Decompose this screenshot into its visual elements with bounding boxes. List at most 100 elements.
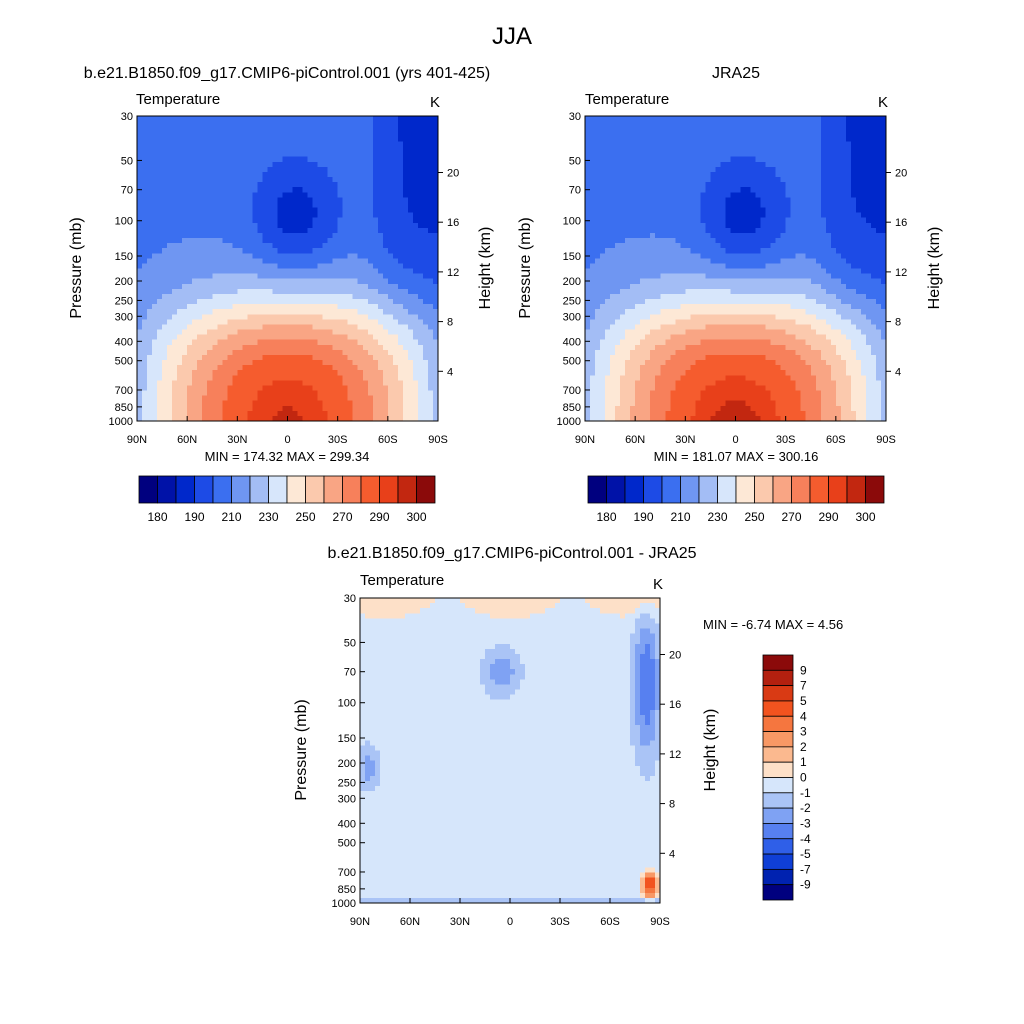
colorbar-label: 3 [800,725,807,739]
y-tick-label: 500 [115,356,133,368]
colorbar-swatch [762,685,794,702]
colorbar-label: -2 [800,801,811,815]
colorbar-label: 7 [800,679,807,693]
y-tick-label: 500 [338,838,356,850]
y-tick-label: 850 [338,884,356,896]
x-tick-label: 0 [284,434,290,446]
colorbar-swatch [212,475,232,504]
stats-text: MIN = 174.32 MAX = 299.34 [205,449,370,464]
colorbar-label: 230 [258,510,278,524]
x-tick-label: 90S [650,916,670,928]
panel-title: JRA25 [712,65,760,82]
colorbar-label: 270 [332,510,352,524]
colorbar-label: -9 [800,878,811,892]
panel-title: b.e21.B1850.f09_g17.CMIP6-piControl.001 … [327,545,696,562]
y-right-tick-label: 20 [669,649,681,661]
y-right-tick-label: 4 [447,366,453,378]
colorbar: 9 754 321 0-1-2-3 -4-5-7 -9 [762,654,811,901]
colorbar-label: 9 [800,663,807,677]
y-tick-label: 300 [338,793,356,805]
y-tick-label: 200 [563,276,581,288]
colorbar-swatch [846,475,866,504]
colorbar-label: 4 [800,709,807,723]
y-tick-label: 200 [338,758,356,770]
x-tick-label: 30N [675,434,695,446]
colorbar-swatch [762,807,794,824]
y-right-tick-label: 4 [895,366,901,378]
colorbar-label: 180 [596,510,616,524]
x-tick-label: 30S [550,916,570,928]
y-tick-label: 150 [338,733,356,745]
colorbar-label: -4 [800,832,811,846]
y-tick-label: 70 [344,667,356,679]
colorbar-label: -5 [800,847,811,861]
y-tick-label: 30 [344,593,356,605]
panel-difference: b.e21.B1850.f09_g17.CMIP6-piControl.001 … [293,545,843,928]
y-tick-label: 300 [115,311,133,323]
y-tick-label: 250 [338,777,356,789]
colorbar-swatch [762,731,794,748]
colorbar-label: 270 [781,510,801,524]
ylabel-right: Height (km) [477,227,494,310]
colorbar-swatch [791,475,811,504]
colorbar-label: 190 [633,510,653,524]
colorbar-label: -3 [800,816,811,830]
page-title: JJA [492,23,532,50]
colorbar-swatch [342,475,362,504]
colorbar-swatch [762,669,794,687]
y-tick-label: 30 [121,111,133,123]
colorbar-label: 190 [184,510,204,524]
y-tick-label: 250 [563,295,581,307]
colorbar-swatch [735,475,755,504]
colorbar-swatch [268,475,288,504]
colorbar-swatch [175,475,195,504]
colorbar-swatch [754,475,774,504]
y-right-tick-label: 12 [447,267,459,279]
colorbar-label: 5 [800,694,807,708]
colorbar-swatch [762,761,794,778]
y-tick-label: 200 [115,276,133,288]
colorbar-label: 250 [295,510,315,524]
y-right-tick-label: 12 [895,267,907,279]
x-tick-label: 0 [507,916,513,928]
y-right-tick-label: 12 [669,749,681,761]
colorbar-swatch [762,777,794,794]
y-right-tick-label: 20 [447,167,459,179]
colorbar-swatch [762,868,794,886]
plot-area: 30 50 70 100 150 200 250 300 400 500 700 850 1000 20 1… [332,593,682,928]
colorbar-swatch [698,475,718,504]
colorbar-swatch [643,475,663,504]
colorbar-swatch [157,475,177,504]
colorbar-label: 1 [800,755,807,769]
colorbar-swatch [305,475,325,504]
colorbar-swatch [762,823,794,840]
y-right-tick-label: 20 [895,167,907,179]
x-tick-label: 60N [625,434,645,446]
colorbar-swatch [416,475,436,504]
x-tick-label: 60S [378,434,398,446]
colorbar-label: 250 [744,510,764,524]
colorbar-swatch [809,475,829,504]
panel-reanalysis: JRA25 Temperature K 30507010015020025030… [517,65,943,524]
colorbar-swatch [762,838,794,855]
colorbar-label: 290 [369,510,389,524]
colorbar-swatch [762,884,794,901]
colorbar-swatch [762,654,794,671]
left-label: Temperature [360,572,444,589]
colorbar-swatch [606,475,626,504]
x-tick-label: 90S [876,434,896,446]
x-tick-label: 60S [826,434,846,446]
ylabel: Pressure (mb) [293,699,310,800]
y-tick-label: 70 [569,185,581,197]
y-tick-label: 400 [115,336,133,348]
y-right-tick-label: 8 [447,317,453,329]
x-tick-label: 90N [575,434,595,446]
contour-fill [137,116,439,422]
y-tick-label: 100 [115,216,133,228]
colorbar-swatch [379,475,399,504]
y-tick-label: 850 [563,402,581,414]
y-right-tick-label: 8 [895,317,901,329]
y-right-tick-label: 8 [669,799,675,811]
y-tick-label: 30 [569,111,581,123]
colorbar-label: 210 [670,510,690,524]
